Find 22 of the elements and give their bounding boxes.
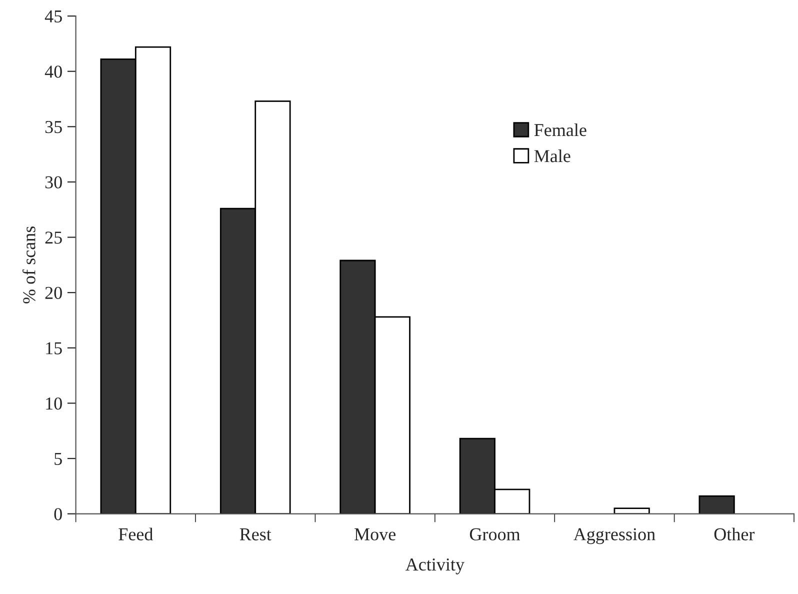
y-tick-label: 40 [44,66,62,78]
x-tick-label: Groom [470,528,520,540]
y-axis-title: % of scans [22,226,36,304]
y-tick-label: 5 [54,452,62,465]
legend-label: Male [534,150,570,162]
y-tick-label: 20 [45,286,62,300]
x-tick-label: Aggression [574,528,656,544]
bar [614,508,650,514]
x-axis-title: Activity [406,558,464,574]
x-tick-label: Move [354,528,396,540]
bar [698,495,735,514]
y-tick-label: 45 [44,10,62,22]
y-tick-label: 25 [45,232,62,244]
x-tick-label: Other [714,528,755,540]
y-tick-label: 30 [45,176,62,188]
x-tick-label: Rest [240,528,272,540]
y-tick-label: 0 [54,508,62,520]
y-tick-label: 35 [45,120,62,134]
x-tick-label: Feed [118,528,153,540]
y-tick-label: 10 [46,397,62,410]
legend-label: Female [534,123,586,136]
y-tick-label: 15 [46,342,62,354]
